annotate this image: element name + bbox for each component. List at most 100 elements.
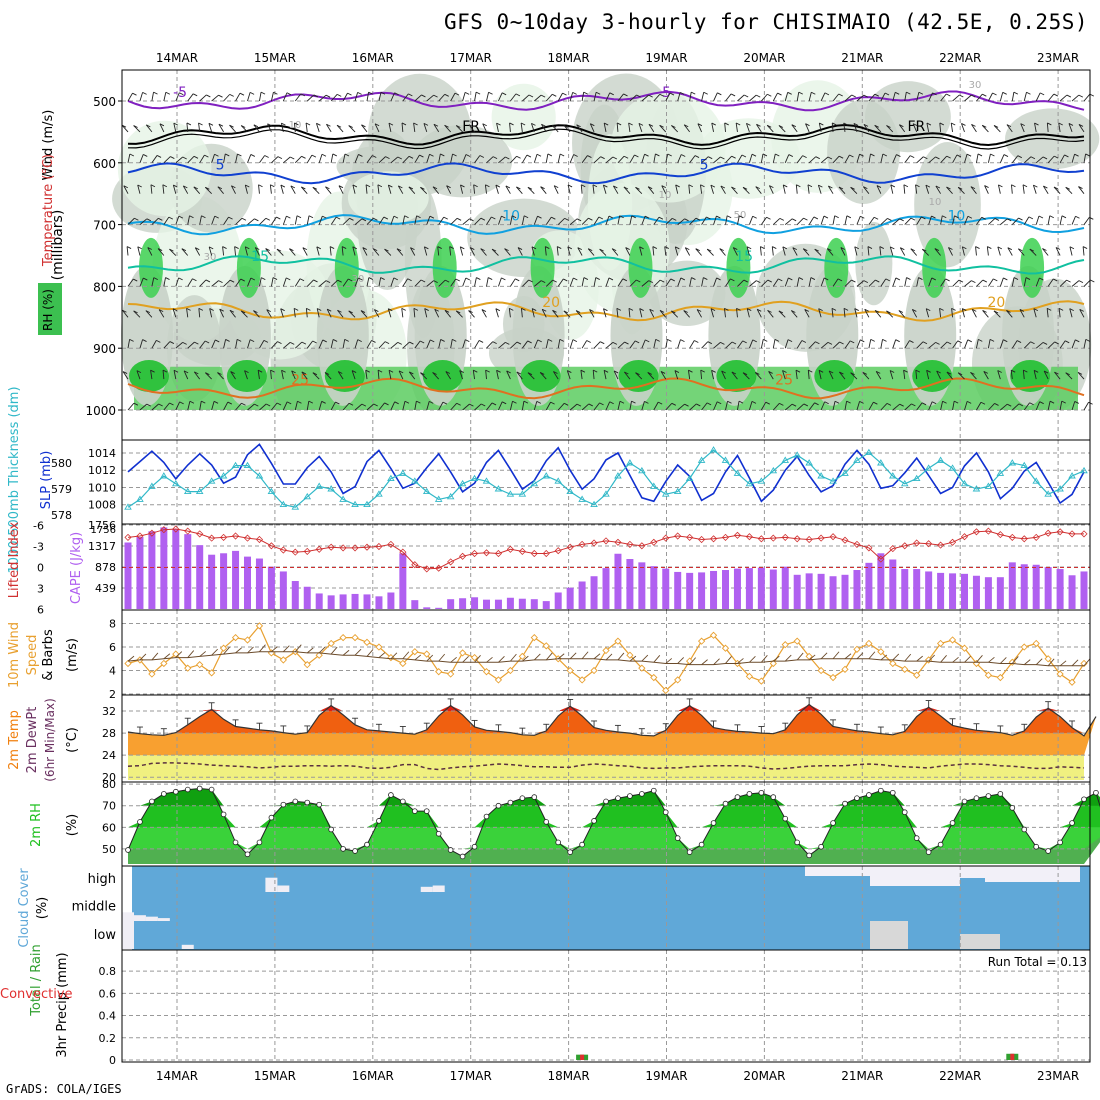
wind-barb-flag (624, 341, 629, 345)
wind-barb-flag (818, 308, 823, 312)
temperature-line (127, 703, 1097, 737)
wind-barb-flag (276, 216, 281, 220)
wind-speed-marker (255, 622, 264, 630)
wind-barb-flag (730, 278, 735, 282)
wind-barb-flag (173, 369, 179, 373)
wind-barb (354, 218, 363, 225)
wind-barb (1083, 153, 1087, 163)
wind-barb-flag (373, 217, 378, 221)
wind-barb-flag (491, 248, 497, 252)
wind-barb (181, 248, 189, 256)
wind-barb-flag (874, 309, 880, 313)
wind-barb-flag (659, 309, 665, 313)
wind-barb-flag (335, 216, 341, 220)
wind-barb-flag (659, 93, 664, 97)
wind-barb (211, 215, 216, 225)
wind-barb (553, 371, 559, 380)
wind-barb-flag (788, 277, 793, 281)
wind-barb (342, 402, 350, 411)
wind-barb-flag (1043, 185, 1048, 189)
wind-barb-flag (372, 155, 377, 158)
wind-barb (961, 308, 965, 318)
wind-barb-flag (388, 369, 394, 373)
wind-barb-flag (971, 94, 976, 98)
thickness-marker (207, 477, 216, 484)
wind-barb-flag (1085, 153, 1090, 157)
rh-marker (388, 792, 394, 798)
lifted-index-marker (255, 535, 264, 544)
wind-barb (843, 122, 846, 132)
wind-barb (737, 94, 745, 102)
wind-barb (912, 123, 918, 133)
wind-barb-flag (209, 308, 214, 311)
wind-barb-flag (540, 280, 546, 284)
thickness-marker (853, 456, 861, 463)
wind-barb-flag (338, 371, 343, 374)
wind-barb-flag (724, 307, 729, 311)
wind-barb-flag (962, 308, 967, 311)
cape-tick-label: 878 (95, 561, 116, 574)
wind-barb (408, 371, 416, 380)
wind-barb-flag (703, 91, 708, 95)
wind-barb-flag (222, 246, 227, 249)
wind-barb-flag (731, 155, 736, 159)
rh-marker (423, 808, 430, 814)
wind-barb-flag (326, 123, 331, 127)
wind-barb-flag (971, 123, 976, 127)
wind-barb-flag (517, 247, 523, 250)
wind-barb-flag (296, 215, 302, 219)
wind-barb (838, 186, 846, 195)
wind-barb-flag (987, 246, 992, 249)
wind-barb (325, 186, 332, 194)
wind-barb (602, 184, 607, 194)
wind-barb (904, 340, 910, 349)
date-label-bottom: 19MAR (645, 1069, 687, 1083)
thickness-marker (781, 456, 790, 463)
rh-contour-label: 50 (734, 210, 747, 221)
wind-barb (342, 92, 348, 102)
wind-barb-flag (564, 217, 569, 221)
wind-barb-flag (204, 340, 210, 344)
wind-speed-marker (662, 686, 670, 695)
wind-barb (1046, 122, 1049, 132)
wind-barb-flag (875, 279, 880, 283)
wind-barb (302, 247, 308, 256)
wind-barb (1053, 186, 1061, 195)
wind-barb (390, 277, 395, 287)
wind-speed-marker (889, 659, 897, 668)
wind-barb-flag (348, 402, 354, 406)
wind-barb-flag (1058, 307, 1064, 311)
lifted-index-marker (769, 534, 777, 542)
wind-barb-flag (523, 215, 529, 219)
wind-barb (366, 340, 372, 349)
wind-barb (1006, 310, 1013, 318)
wind-barb (235, 217, 243, 225)
wind-barb (982, 310, 989, 318)
isotherm-label: 15 (735, 249, 753, 265)
cloud-gap-block (133, 915, 146, 921)
wind-barb-flag (760, 246, 765, 249)
wind-speed-marker (411, 648, 419, 656)
wind-barb-flag (236, 338, 242, 342)
wind-barb-flag (137, 184, 142, 188)
wind-barb (756, 309, 762, 318)
surface-wind-barb (928, 654, 935, 662)
wind-barb (330, 216, 337, 225)
wind-barb-flag (600, 341, 605, 345)
wind-barb-flag (603, 369, 609, 373)
wind-barb (205, 372, 212, 380)
wind-barb (647, 186, 655, 194)
wind-barb-flag (444, 124, 449, 128)
wind-barb (145, 310, 153, 318)
wind-barb (491, 248, 499, 256)
slp-tick-label: 1010 (88, 481, 116, 494)
wind-barb (516, 186, 523, 194)
wind-barb (1033, 370, 1037, 380)
wind-barb-flag (335, 401, 340, 405)
wind-barb-flag (945, 278, 950, 282)
date-label-top: 19MAR (645, 51, 687, 65)
cape-axis-label: CAPE (J/kg) (69, 532, 84, 604)
wind-barb-flag (563, 278, 568, 282)
wind-barb-flag (982, 124, 987, 128)
wind-barb-flag (420, 186, 425, 190)
